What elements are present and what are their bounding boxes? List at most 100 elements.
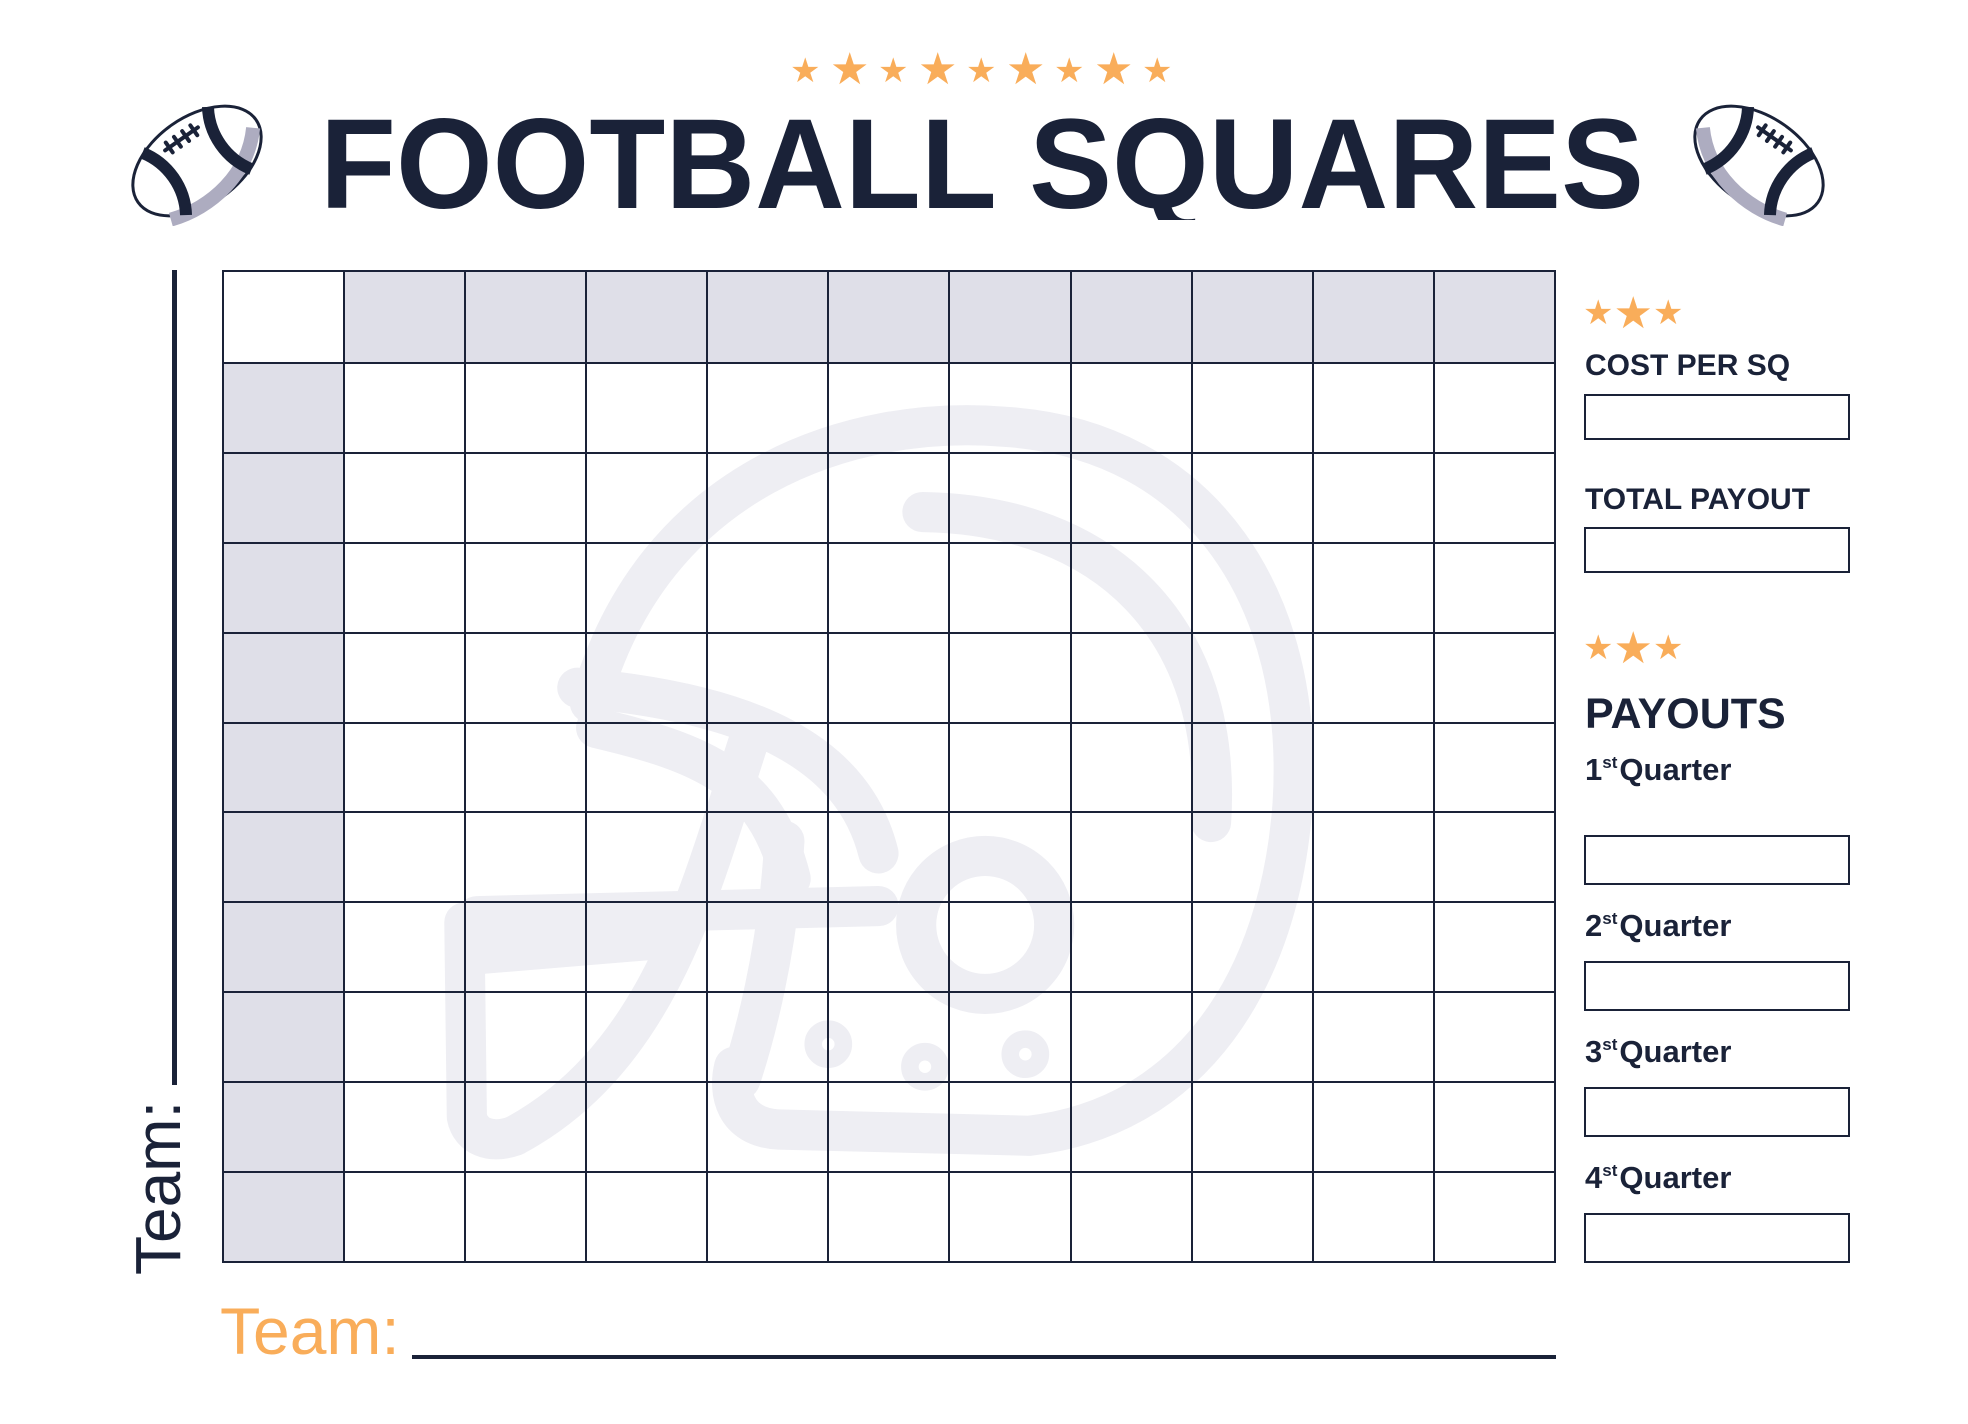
cost-per-sq-field[interactable] (1584, 394, 1850, 440)
square-cell[interactable] (343, 362, 467, 454)
square-cell[interactable] (343, 901, 467, 994)
square-cell[interactable] (343, 451, 467, 544)
square-cell[interactable] (1190, 1081, 1314, 1174)
square-cell[interactable] (464, 541, 588, 634)
square-cell[interactable] (343, 631, 467, 724)
square-cell[interactable] (948, 721, 1072, 814)
square-cell[interactable] (464, 1081, 588, 1174)
square-cell[interactable] (827, 541, 951, 634)
square-cell[interactable] (1432, 631, 1557, 724)
row-score-cell[interactable] (221, 811, 346, 904)
square-cell[interactable] (1311, 901, 1435, 994)
column-score-cell[interactable] (706, 270, 830, 364)
square-cell[interactable] (1432, 901, 1557, 994)
square-cell[interactable] (1311, 991, 1435, 1084)
square-cell[interactable] (464, 811, 588, 904)
square-cell[interactable] (1432, 1171, 1557, 1263)
square-cell[interactable] (1311, 1081, 1435, 1174)
quarter-4-field[interactable] (1584, 1213, 1850, 1263)
square-cell[interactable] (343, 541, 467, 634)
square-cell[interactable] (706, 811, 830, 904)
square-cell[interactable] (1311, 811, 1435, 904)
square-cell[interactable] (706, 362, 830, 454)
square-cell[interactable] (948, 631, 1072, 724)
square-cell[interactable] (1311, 362, 1435, 454)
square-cell[interactable] (585, 541, 709, 634)
square-cell[interactable] (706, 901, 830, 994)
square-cell[interactable] (1311, 721, 1435, 814)
square-cell[interactable] (1432, 1081, 1557, 1174)
square-cell[interactable] (464, 901, 588, 994)
square-cell[interactable] (1190, 362, 1314, 454)
square-cell[interactable] (585, 631, 709, 724)
quarter-2-field[interactable] (1584, 961, 1850, 1011)
square-cell[interactable] (464, 721, 588, 814)
square-cell[interactable] (706, 1081, 830, 1174)
square-cell[interactable] (827, 721, 951, 814)
square-cell[interactable] (706, 991, 830, 1084)
square-cell[interactable] (585, 811, 709, 904)
column-score-cell[interactable] (1069, 270, 1193, 364)
square-cell[interactable] (1432, 991, 1557, 1084)
square-cell[interactable] (1069, 541, 1193, 634)
square-cell[interactable] (343, 1081, 467, 1174)
column-score-cell[interactable] (585, 270, 709, 364)
square-cell[interactable] (585, 901, 709, 994)
row-score-cell[interactable] (221, 541, 346, 634)
row-score-cell[interactable] (221, 991, 346, 1084)
square-cell[interactable] (585, 991, 709, 1084)
column-score-cell[interactable] (827, 270, 951, 364)
square-cell[interactable] (706, 541, 830, 634)
square-cell[interactable] (1190, 811, 1314, 904)
square-cell[interactable] (706, 631, 830, 724)
square-cell[interactable] (1069, 901, 1193, 994)
square-cell[interactable] (1432, 541, 1557, 634)
square-cell[interactable] (948, 901, 1072, 994)
square-cell[interactable] (1190, 721, 1314, 814)
square-cell[interactable] (1311, 631, 1435, 724)
square-cell[interactable] (948, 1081, 1072, 1174)
column-score-cell[interactable] (1190, 270, 1314, 364)
square-cell[interactable] (1069, 451, 1193, 544)
square-cell[interactable] (343, 721, 467, 814)
square-cell[interactable] (827, 901, 951, 994)
square-cell[interactable] (827, 631, 951, 724)
square-cell[interactable] (343, 811, 467, 904)
square-cell[interactable] (1069, 991, 1193, 1084)
quarter-1-field[interactable] (1584, 835, 1850, 885)
square-cell[interactable] (1069, 362, 1193, 454)
square-cell[interactable] (1190, 1171, 1314, 1263)
square-cell[interactable] (585, 1171, 709, 1263)
square-cell[interactable] (1190, 631, 1314, 724)
square-cell[interactable] (464, 1171, 588, 1263)
square-cell[interactable] (1311, 541, 1435, 634)
square-cell[interactable] (343, 991, 467, 1084)
square-cell[interactable] (827, 991, 951, 1084)
row-score-cell[interactable] (221, 721, 346, 814)
square-cell[interactable] (1190, 541, 1314, 634)
square-cell[interactable] (585, 1081, 709, 1174)
total-payout-field[interactable] (1584, 527, 1850, 573)
column-score-cell[interactable] (1432, 270, 1557, 364)
square-cell[interactable] (948, 1171, 1072, 1263)
square-cell[interactable] (585, 362, 709, 454)
bottom-team-line[interactable] (412, 1355, 1556, 1359)
square-cell[interactable] (1069, 811, 1193, 904)
column-score-cell[interactable] (1311, 270, 1435, 364)
square-cell[interactable] (706, 451, 830, 544)
square-cell[interactable] (464, 991, 588, 1084)
square-cell[interactable] (827, 1081, 951, 1174)
square-cell[interactable] (948, 451, 1072, 544)
square-cell[interactable] (1432, 721, 1557, 814)
square-cell[interactable] (343, 1171, 467, 1263)
square-cell[interactable] (585, 721, 709, 814)
square-cell[interactable] (464, 362, 588, 454)
square-cell[interactable] (827, 362, 951, 454)
row-score-cell[interactable] (221, 451, 346, 544)
square-cell[interactable] (1190, 991, 1314, 1084)
square-cell[interactable] (464, 631, 588, 724)
square-cell[interactable] (1069, 721, 1193, 814)
square-cell[interactable] (706, 1171, 830, 1263)
square-cell[interactable] (948, 541, 1072, 634)
quarter-3-field[interactable] (1584, 1087, 1850, 1137)
